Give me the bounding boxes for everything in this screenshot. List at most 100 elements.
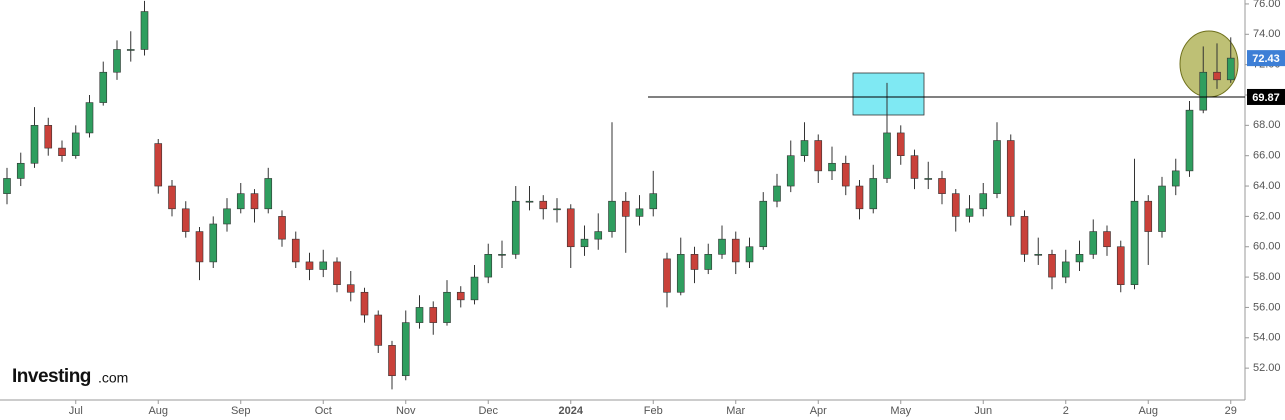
x-tick-label: Jun (974, 405, 992, 417)
candle-body (883, 132, 891, 179)
x-tick-label: Nov (396, 405, 416, 417)
candle-body (979, 193, 988, 210)
candle-body (704, 254, 713, 270)
candle-body (621, 200, 630, 217)
candle-body (305, 261, 314, 270)
candle-body (85, 102, 94, 134)
candle-body (649, 193, 658, 210)
candle-body (1006, 140, 1015, 217)
candle-body (401, 322, 410, 377)
x-tick-label: Jul (69, 405, 83, 417)
x-tick-label: 2024 (559, 405, 584, 417)
candle-body (951, 193, 960, 217)
candle-body (1116, 246, 1125, 285)
candle-body (1171, 170, 1180, 187)
candle-body (291, 238, 300, 263)
y-tick-label: 54.00 (1253, 332, 1281, 344)
y-tick-label: 68.00 (1253, 119, 1281, 131)
x-tick-label: 2 (1063, 405, 1069, 417)
candle-body (855, 185, 864, 210)
candle-body (1226, 57, 1235, 81)
candle-body (388, 345, 396, 377)
candle-body (594, 231, 603, 240)
candle-body (484, 254, 493, 278)
x-tick-label: Mar (726, 405, 745, 417)
candle-body (1158, 185, 1166, 232)
candle-body (209, 223, 218, 263)
y-tick-label: 52.00 (1253, 362, 1281, 374)
y-tick-label: 58.00 (1253, 271, 1281, 283)
candle-body (223, 208, 231, 225)
candle-body (1199, 71, 1208, 111)
candle-body (264, 178, 273, 210)
candle-body (924, 178, 933, 180)
y-tick-label: 56.00 (1253, 301, 1281, 313)
y-tick-label: 66.00 (1253, 150, 1281, 162)
candle-body (635, 208, 644, 217)
x-tick-label: Oct (315, 405, 332, 417)
x-tick-label: Apr (810, 405, 827, 417)
candle-body (910, 155, 919, 179)
candle-body (1034, 254, 1043, 256)
candle-body (759, 200, 768, 248)
candle-body (1185, 109, 1194, 172)
candle-body (250, 193, 259, 210)
candle-body (525, 200, 534, 203)
x-tick-label: Aug (148, 405, 168, 417)
candle-body (113, 49, 121, 73)
price-label: 72.43 (1252, 53, 1280, 65)
candle-body (195, 231, 204, 263)
candle-body (828, 162, 836, 172)
candle-body (278, 216, 286, 240)
x-tick-label: May (890, 405, 911, 417)
candle-body (745, 246, 754, 263)
candle-body (814, 140, 823, 172)
candle-body (690, 254, 699, 270)
level-label: 69.87 (1252, 92, 1280, 104)
candle-body (30, 125, 39, 164)
candle-body (346, 284, 355, 293)
candle-body (374, 314, 383, 346)
candle-body (896, 132, 905, 156)
x-tick-label: 29 (1225, 405, 1237, 417)
candle-body (1075, 254, 1084, 263)
candle-body (608, 200, 616, 232)
candle-body (181, 208, 190, 232)
candle-body (71, 132, 80, 156)
candle-body (718, 238, 726, 255)
candle-body (676, 254, 685, 293)
candle-body (1144, 200, 1153, 232)
candle-body (731, 238, 740, 263)
candle-body (1103, 231, 1111, 248)
y-tick-label: 64.00 (1253, 180, 1281, 192)
candle-body (456, 291, 465, 301)
candle-body (869, 178, 878, 210)
candle-body (1213, 71, 1221, 81)
logo: Investing (12, 366, 91, 387)
y-tick-label: 76.00 (1253, 0, 1281, 10)
x-tick-label: Sep (231, 405, 251, 417)
candle-body (1089, 231, 1098, 255)
candle-body (168, 185, 176, 210)
candle-body (800, 140, 809, 156)
candle-body (470, 276, 479, 301)
x-tick-label: Aug (1138, 405, 1158, 417)
candle-body (140, 11, 149, 50)
candle-body (553, 208, 561, 211)
candle-body (511, 200, 520, 255)
candle-body (663, 258, 671, 293)
candle-body (580, 238, 589, 248)
candle-body (993, 140, 1001, 194)
level-tag (1247, 88, 1285, 105)
x-tick-label: Dec (478, 405, 498, 417)
x-tick-label: Feb (644, 405, 663, 417)
candle-body (429, 307, 438, 323)
y-tick-label: 62.00 (1253, 210, 1281, 222)
candle-body (154, 143, 163, 187)
candle-body (360, 291, 369, 316)
candle-body (1020, 216, 1029, 255)
highlight-box (852, 72, 925, 116)
candle-body (1130, 200, 1139, 285)
candle-body (16, 162, 25, 179)
